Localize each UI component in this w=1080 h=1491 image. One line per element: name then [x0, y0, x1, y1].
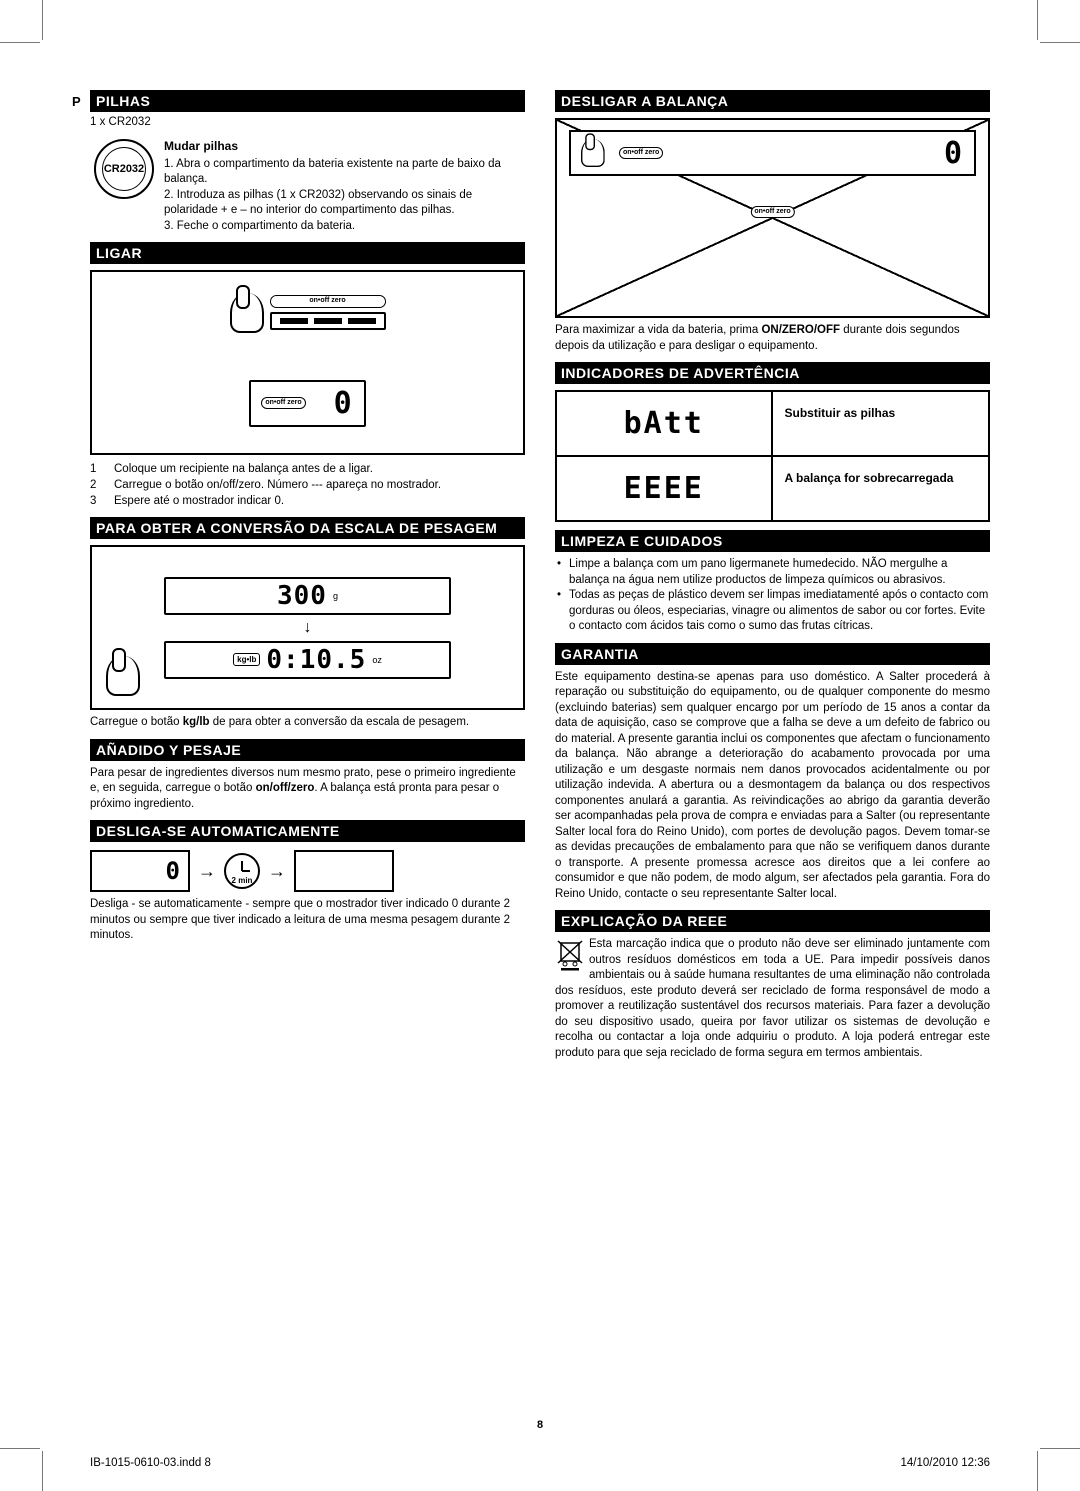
heading-desligar: DESLIGAR A BALANÇA	[555, 90, 990, 112]
step-text: Coloque um recipiente na balança antes d…	[114, 461, 373, 477]
crop-mark	[1040, 42, 1080, 43]
step: 3. Feche o compartimento da bateria.	[164, 219, 525, 235]
step-text: Espere até o mostrador indicar 0.	[114, 493, 284, 509]
garantia-text: Este equipamento destina-se apenas para …	[555, 670, 990, 903]
left-column: P PILHAS 1 x CR2032 CR2032 Mudar pilhas …	[90, 90, 525, 1401]
display-value: 0	[334, 386, 354, 421]
mudar-pilhas-title: Mudar pilhas	[164, 139, 525, 153]
autooff-text: Desliga - se automaticamente - sempre qu…	[90, 897, 525, 944]
crop-mark	[42, 0, 43, 40]
weee-icon	[555, 937, 585, 971]
reee-body: Esta marcação indica que o produto não d…	[555, 938, 990, 1059]
hand-icon	[230, 293, 264, 333]
heading-indicadores: INDICADORES DE ADVERTÊNCIA	[555, 362, 990, 384]
arrow-right-icon: →	[268, 861, 286, 882]
crop-mark	[42, 1451, 43, 1491]
step-text: Carregue o botão on/off/zero. Número ---…	[114, 477, 441, 493]
display-rect: 0	[90, 850, 190, 892]
display-rect-empty	[294, 850, 394, 892]
right-column: DESLIGAR A BALANÇA on•off zero 0 on•off …	[555, 90, 990, 1401]
battery-icon: CR2032	[94, 139, 154, 199]
clock-icon: 2 min	[224, 853, 260, 889]
hand-icon	[581, 139, 605, 167]
kglb-label: kg•lb	[233, 653, 260, 666]
page-number: 8	[537, 1419, 543, 1431]
desligar-text: Para maximizar a vida da bateria, prima …	[555, 323, 990, 354]
step: 1. Abra o compartimento da bateria exist…	[164, 157, 525, 188]
heading-garantia: GARANTIA	[555, 643, 990, 665]
step-num: 1	[90, 461, 100, 477]
conv-unit: g	[333, 591, 338, 601]
battery-label: CR2032	[104, 163, 144, 175]
warning-table: bAtt Substituir as pilhas EEEE A balança…	[555, 390, 990, 522]
figure-desligar: on•off zero 0 on•off zero	[555, 118, 990, 318]
figure-autooff: 0 → 2 min →	[90, 850, 525, 892]
heading-ligar: LIGAR	[90, 242, 525, 264]
arrow-down-icon: ↓	[304, 619, 312, 637]
page-footer: IB-1015-0610-03.indd 8 14/10/2010 12:36	[90, 1457, 990, 1469]
crop-mark	[0, 1448, 40, 1449]
limpeza-list: Limpe a balança com um pano ligermanete …	[555, 557, 990, 635]
language-tag: P	[72, 94, 81, 109]
step-num: 2	[90, 477, 100, 493]
onoff-button-icon: on•off zero	[270, 295, 386, 307]
reee-text: Esta marcação indica que o produto não d…	[555, 937, 990, 1061]
display-top: on•off zero 0	[569, 130, 976, 176]
display-value: 0	[944, 136, 964, 171]
onoff-button-icon: on•off zero	[750, 206, 794, 218]
hand-icon	[106, 656, 140, 696]
table-row: EEEE A balança for sobrecarregada	[557, 455, 988, 520]
footer-date: 14/10/2010 12:36	[900, 1457, 990, 1469]
heading-reee: EXPLICAÇÃO DA REEE	[555, 910, 990, 932]
display-dashes	[270, 312, 386, 330]
mudar-pilhas-steps: 1. Abra o compartimento da bateria exist…	[164, 157, 525, 235]
warn-code: bAtt	[557, 392, 773, 455]
conversao-text: Carregue o botão kg/lb de para obter a c…	[90, 715, 525, 731]
arrow-right-icon: →	[198, 861, 216, 882]
heading-limpeza: LIMPEZA E CUIDADOS	[555, 530, 990, 552]
crop-mark	[1040, 1448, 1080, 1449]
anadido-text: Para pesar de ingredientes diversos num …	[90, 766, 525, 813]
onoff-button-icon: on•off zero	[619, 147, 663, 159]
heading-autooff: DESLIGA-SE AUTOMATICAMENTE	[90, 820, 525, 842]
conv-row-g: 300 g	[164, 577, 452, 615]
onoff-button-icon: on•off zero	[261, 397, 305, 409]
conv-row-oz: kg•lb 0:10.5 oz	[164, 641, 452, 679]
conv-value: 300	[277, 581, 327, 611]
step-num: 3	[90, 493, 100, 509]
pilhas-sub: 1 x CR2032	[90, 115, 525, 131]
heading-anadido: AÑADIDO Y PESAJE	[90, 739, 525, 761]
crop-mark	[0, 42, 40, 43]
bold-onzerooff: ON/ZERO/OFF	[761, 324, 840, 336]
footer-file: IB-1015-0610-03.indd 8	[90, 1457, 211, 1469]
warn-msg: Substituir as pilhas	[773, 392, 989, 455]
figure-conversao: 300 g ↓ kg•lb 0:10.5 oz	[90, 545, 525, 710]
heading-pilhas: PILHAS	[90, 90, 525, 112]
table-row: bAtt Substituir as pilhas	[557, 392, 988, 455]
clock-label: 2 min	[232, 876, 253, 885]
conv-value: 0:10.5	[266, 645, 366, 675]
list-item: Todas as peças de plástico devem ser lim…	[555, 588, 990, 635]
warn-msg: A balança for sobrecarregada	[773, 457, 989, 520]
step: 2. Introduza as pilhas (1 x CR2032) obse…	[164, 188, 525, 219]
heading-conversao: PARA OBTER A CONVERSÃO DA ESCALA DE PESA…	[90, 517, 525, 539]
list-item: Limpe a balança com um pano ligermanete …	[555, 557, 990, 588]
crop-mark	[1037, 1451, 1038, 1491]
warn-code: EEEE	[557, 457, 773, 520]
conv-unit: oz	[372, 655, 382, 665]
ligar-steps: 1 Coloque um recipiente na balança antes …	[90, 461, 525, 509]
figure-ligar: on•off zero on•off zero 0	[90, 270, 525, 455]
crop-mark	[1037, 0, 1038, 40]
display-zero-row: on•off zero 0	[249, 380, 365, 427]
